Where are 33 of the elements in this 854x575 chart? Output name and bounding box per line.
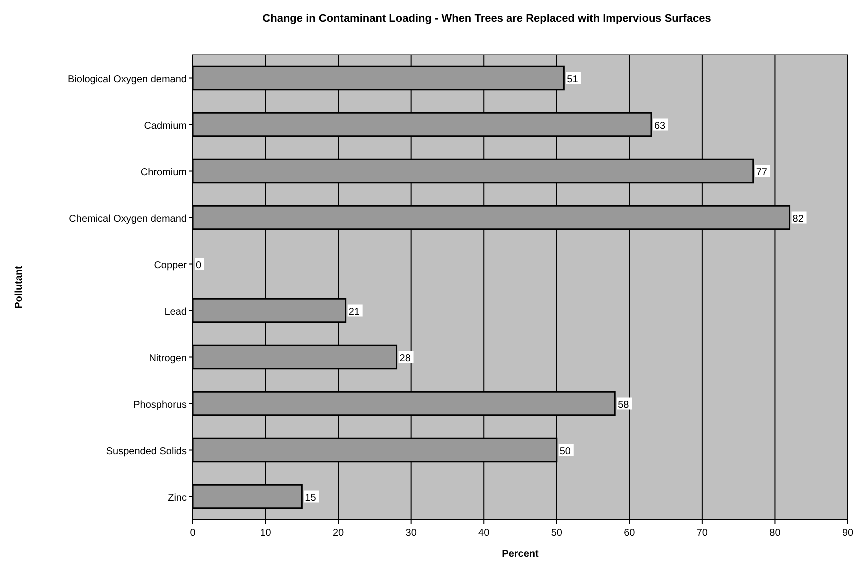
y-tick-label: Zinc: [168, 492, 187, 504]
y-tick-label: Suspended Solids: [106, 446, 187, 458]
y-tick-label: Biological Oxygen demand: [68, 74, 187, 86]
data-label: 77: [756, 167, 768, 178]
x-tick-label: 10: [260, 528, 272, 539]
y-tick-label: Cadmium: [144, 120, 187, 132]
x-tick-label: 0: [190, 528, 196, 539]
y-tick-label: Lead: [164, 306, 187, 318]
data-label: 82: [792, 214, 804, 225]
data-label: 21: [348, 306, 360, 318]
data-label: 15: [305, 492, 317, 504]
data-label: 50: [560, 446, 572, 458]
data-label: 0: [196, 260, 202, 272]
data-label: 51: [567, 74, 579, 86]
y-tick-label: Chemical Oxygen demand: [69, 214, 187, 225]
x-tick-label: 50: [551, 528, 563, 539]
data-label: 63: [654, 120, 666, 132]
chart-title: Change in Contaminant Loading - When Trees are Replaced with Impervious Surfaces: [262, 13, 712, 25]
data-label: 28: [400, 353, 412, 364]
y-tick-label: Chromium: [140, 167, 187, 178]
y-tick-label: Copper: [154, 260, 188, 272]
x-tick-label: 70: [696, 528, 708, 539]
data-label: 58: [618, 400, 630, 411]
x-tick-label: 60: [624, 528, 636, 539]
x-tick-label: 40: [478, 528, 490, 539]
x-tick-label: 90: [842, 528, 854, 539]
y-axis-title: Pollutant: [14, 265, 25, 309]
x-tick-label: 80: [770, 528, 782, 539]
y-tick-label: Phosphorus: [134, 400, 187, 411]
y-tick-label: Nitrogen: [149, 353, 187, 364]
x-tick-label: 20: [332, 528, 345, 539]
x-axis-title: Percent: [502, 549, 540, 560]
x-tick-label: 30: [406, 528, 418, 539]
